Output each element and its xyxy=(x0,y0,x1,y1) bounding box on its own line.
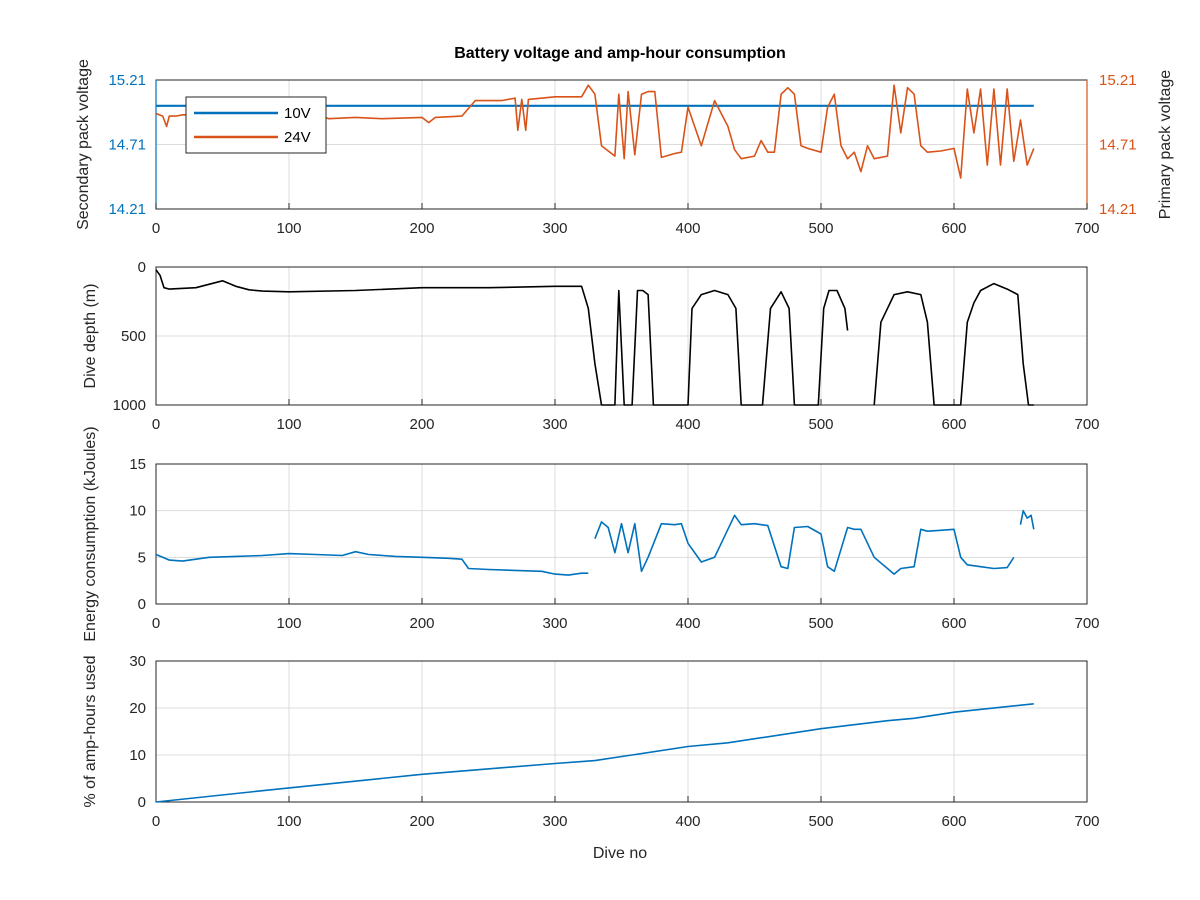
x-tick-label: 100 xyxy=(276,416,301,433)
y-tick-label: 10 xyxy=(129,503,146,520)
axes-frame xyxy=(155,660,1088,803)
series-line-2 xyxy=(594,514,1015,575)
x-tick-label: 0 xyxy=(152,220,160,237)
series-line-24v xyxy=(155,84,1035,179)
x-tick-label: 200 xyxy=(409,416,434,433)
y-axis-label: Energy consumption (kJoules) xyxy=(82,426,99,641)
y-right-tick-label: 14.21 xyxy=(1099,201,1137,218)
x-tick-label: 300 xyxy=(542,416,567,433)
x-tick-label: 500 xyxy=(808,416,833,433)
y-tick-label: 5 xyxy=(138,549,146,566)
x-tick-label: 700 xyxy=(1074,416,1099,433)
x-tick-label: 600 xyxy=(941,416,966,433)
axes-frame xyxy=(155,266,1088,406)
y-axis-label: Dive depth (m) xyxy=(82,284,99,389)
series-line-1 xyxy=(155,550,589,576)
x-tick-label: 600 xyxy=(941,615,966,632)
x-tick-label: 0 xyxy=(152,813,160,830)
y-tick-label: 1000 xyxy=(113,397,146,414)
y-tick-label: 14.21 xyxy=(108,201,146,218)
x-tick-label: 400 xyxy=(675,220,700,237)
y-tick-label: 15.21 xyxy=(108,72,146,89)
y-right-tick-label: 14.71 xyxy=(1099,137,1137,154)
x-tick-label: 600 xyxy=(941,813,966,830)
y-axis-label: % of amp-hours used xyxy=(82,655,99,807)
figure-title: Battery voltage and amp-hour consumption xyxy=(454,45,786,62)
y-tick-label: 15 xyxy=(129,456,146,473)
series-line-3 xyxy=(1019,509,1035,530)
y-tick-label: 30 xyxy=(129,653,146,670)
y-tick-label: 10 xyxy=(129,747,146,764)
x-tick-label: 500 xyxy=(808,615,833,632)
y-tick-label: 0 xyxy=(138,596,146,613)
x-tick-label: 500 xyxy=(808,220,833,237)
x-tick-label: 700 xyxy=(1074,615,1099,632)
x-tick-label: 300 xyxy=(542,220,567,237)
x-tick-label: 700 xyxy=(1074,220,1099,237)
legend-entry: 24V xyxy=(284,129,311,146)
subplot-4: 0 100 200 300 400 500 600 700 0 10 20 30 % of amp-ho… xyxy=(82,653,1100,830)
y-tick-label: 0 xyxy=(138,794,146,811)
x-tick-label: 100 xyxy=(276,813,301,830)
x-tick-label: 200 xyxy=(409,220,434,237)
series-line-1 xyxy=(155,269,849,406)
x-axis-label: Dive no xyxy=(593,845,647,862)
y-tick-label: 500 xyxy=(121,328,146,345)
y-right-tick-label: 15.21 xyxy=(1099,72,1137,89)
series-line-1 xyxy=(155,703,1034,803)
y-right-axis-label: Primary pack voltage xyxy=(1157,70,1174,219)
subplot-3: 0 100 200 300 400 500 600 700 0 5 10 15 Energy consu… xyxy=(82,426,1100,641)
x-tick-label: 400 xyxy=(675,813,700,830)
x-tick-label: 300 xyxy=(542,615,567,632)
x-tick-label: 0 xyxy=(152,416,160,433)
x-tick-label: 400 xyxy=(675,416,700,433)
x-tick-label: 200 xyxy=(409,813,434,830)
axes-frame xyxy=(155,463,1088,605)
y-tick-label: 0 xyxy=(138,259,146,276)
x-tick-label: 600 xyxy=(941,220,966,237)
y-tick-label: 14.71 xyxy=(108,137,146,154)
subplot-2: 0 100 200 300 400 500 600 700 0 500 1000 Dive depth… xyxy=(82,259,1100,433)
y-tick-label: 20 xyxy=(129,700,146,717)
legend-box xyxy=(185,96,327,154)
x-tick-label: 200 xyxy=(409,615,434,632)
x-tick-label: 300 xyxy=(542,813,567,830)
x-tick-label: 100 xyxy=(276,220,301,237)
x-tick-label: 500 xyxy=(808,813,833,830)
x-tick-label: 400 xyxy=(675,615,700,632)
legend-entry: 10V xyxy=(284,105,311,122)
x-tick-label: 100 xyxy=(276,615,301,632)
y-axis-label: Secondary pack voltage xyxy=(75,59,92,230)
series-line-2 xyxy=(873,282,1034,406)
x-tick-label: 0 xyxy=(152,615,160,632)
x-tick-label: 700 xyxy=(1074,813,1099,830)
